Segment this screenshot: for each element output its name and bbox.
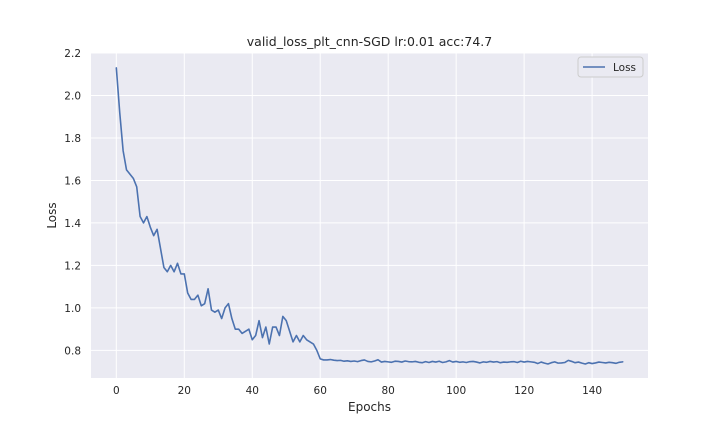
y-tick-label: 1.4	[64, 218, 81, 230]
x-tick-label: 0	[113, 385, 120, 397]
x-tick-label: 100	[446, 385, 466, 397]
grid	[91, 52, 648, 378]
x-tick-label: 20	[178, 385, 191, 397]
y-tick-label: 2.2	[64, 48, 81, 60]
x-tick-label: 60	[314, 385, 327, 397]
y-axis-label: Loss	[45, 202, 59, 228]
y-tick-label: 1.2	[64, 260, 81, 272]
y-tick-label: 1.6	[64, 175, 81, 187]
y-tick-label: 2.0	[64, 90, 81, 102]
ticks: 0 20 40 60 80 100 120 140 0.8 1.0 1.2 1.4 1.6 1.8 2.0 2…	[64, 48, 602, 397]
x-tick-label: 80	[382, 385, 395, 397]
series-line-loss	[115, 67, 624, 365]
x-tick-label: 120	[514, 385, 534, 397]
x-axis-label: Epochs	[348, 400, 391, 414]
x-tick-label: 140	[582, 385, 602, 397]
legend-label-loss: Loss	[613, 62, 636, 74]
series-layer	[115, 67, 624, 365]
x-tick-label: 40	[246, 385, 259, 397]
y-tick-label: 0.8	[64, 345, 81, 357]
y-tick-label: 1.8	[64, 133, 81, 145]
legend: Loss	[577, 56, 644, 78]
chart-title: valid_loss_plt_cnn-SGD lr:0.01 acc:74.7	[247, 34, 492, 49]
legend-box	[577, 56, 644, 78]
y-tick-label: 1.0	[64, 303, 81, 315]
plot-background	[91, 53, 648, 378]
